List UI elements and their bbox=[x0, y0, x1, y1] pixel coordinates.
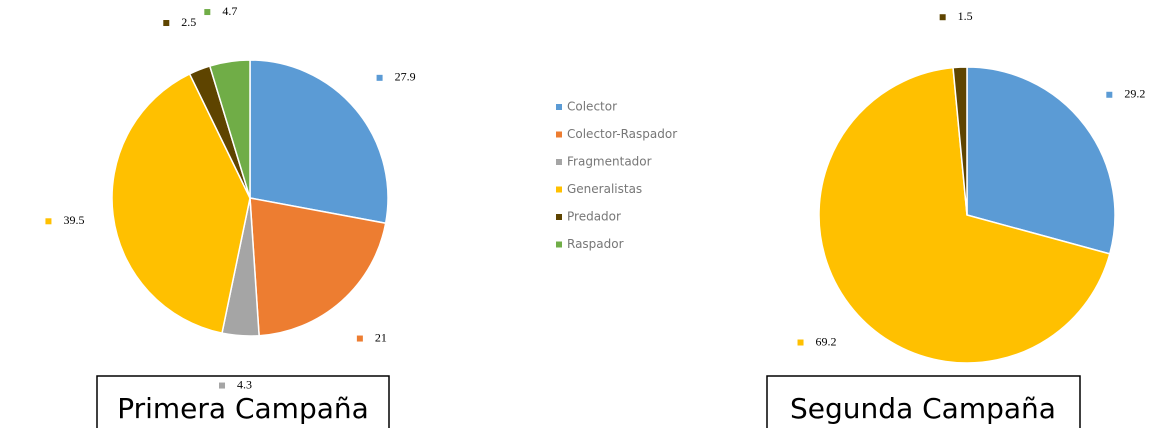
pie-slice bbox=[249, 197, 387, 337]
label-marker bbox=[939, 14, 946, 21]
title-box bbox=[96, 375, 390, 428]
data-label: 69.2 bbox=[816, 334, 837, 348]
data-label: 2.5 bbox=[181, 15, 196, 29]
legend-swatch bbox=[556, 104, 562, 110]
data-label: 27.9 bbox=[395, 70, 416, 84]
legend-swatch bbox=[556, 241, 562, 248]
legend-label: Colector bbox=[567, 100, 617, 114]
label-marker bbox=[1106, 91, 1113, 98]
pie-slice bbox=[249, 59, 389, 225]
legend-label: Fragmentador bbox=[567, 155, 652, 169]
legend-swatch bbox=[556, 131, 562, 138]
data-label: 4.3 bbox=[237, 377, 252, 391]
pie-slice bbox=[818, 66, 1111, 364]
label-marker bbox=[376, 74, 383, 81]
label-marker bbox=[797, 339, 804, 346]
pie-slice bbox=[111, 72, 251, 335]
label-marker bbox=[356, 335, 363, 342]
data-label: 1.5 bbox=[958, 9, 973, 23]
data-label: 4.7 bbox=[222, 4, 237, 18]
legend-label: Raspador bbox=[567, 237, 624, 251]
pie-slice bbox=[966, 66, 1116, 255]
title-box bbox=[766, 375, 1081, 428]
label-marker bbox=[163, 20, 170, 27]
legend-label: Generalistas bbox=[567, 182, 642, 196]
label-marker bbox=[204, 9, 211, 16]
legend-swatch bbox=[556, 159, 562, 165]
chart-title: Segunda Campaña bbox=[790, 392, 1056, 425]
data-label: 29.2 bbox=[1124, 87, 1145, 101]
pie-slice bbox=[952, 66, 968, 216]
legend-label: Colector-Raspador bbox=[567, 127, 677, 141]
label-marker bbox=[45, 218, 52, 225]
data-label: 39.5 bbox=[63, 213, 84, 227]
chart-title: Primera Campaña bbox=[117, 392, 369, 425]
label-marker bbox=[219, 382, 226, 389]
data-label: 21 bbox=[375, 330, 387, 344]
legend-swatch bbox=[556, 214, 562, 220]
legend-swatch bbox=[556, 186, 562, 193]
legend-label: Predador bbox=[567, 210, 621, 224]
pie-slice bbox=[208, 59, 251, 199]
